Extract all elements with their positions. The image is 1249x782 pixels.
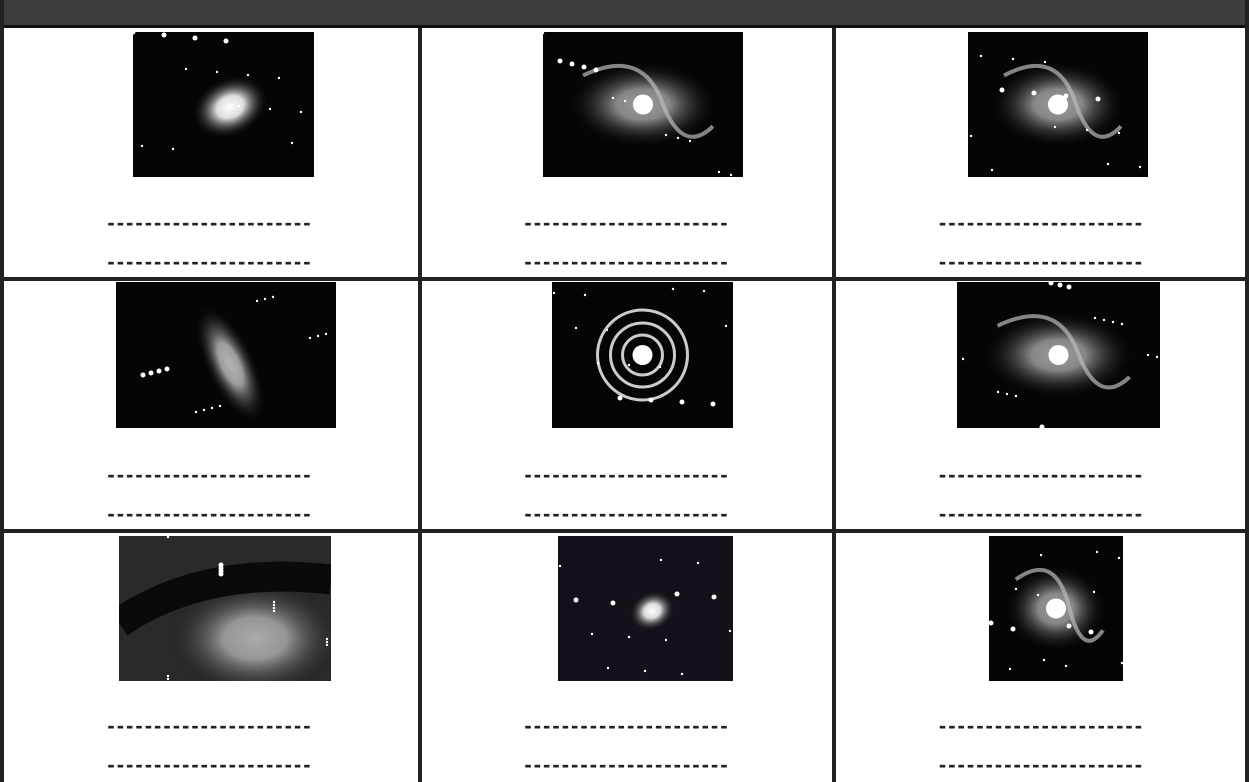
- answer-line: ----------------------: [938, 752, 1145, 777]
- answer-line: ----------------------: [107, 210, 313, 235]
- galaxy-image: [957, 282, 1160, 428]
- answer-line: ----------------------: [938, 501, 1145, 526]
- galaxy-image: [133, 32, 314, 177]
- answer-line: ----------------------: [524, 462, 730, 487]
- galaxy-cell: ---------------------- ------------------…: [0, 279, 420, 531]
- answer-line: ----------------------: [107, 249, 313, 274]
- galaxy-cell: ---------------------- ------------------…: [834, 29, 1249, 279]
- answer-line: ----------------------: [107, 501, 313, 526]
- galaxy-image: [552, 282, 733, 428]
- answer-line: ----------------------: [107, 752, 313, 777]
- galaxy-image: [543, 32, 743, 177]
- galaxy-image: [116, 282, 336, 428]
- galaxy-image: [968, 32, 1148, 177]
- answer-line: ----------------------: [524, 713, 730, 738]
- column-border: [832, 28, 836, 782]
- answer-line: ----------------------: [107, 462, 313, 487]
- header-bar: [0, 0, 1249, 28]
- row-border: [0, 529, 1249, 533]
- row-border: [0, 277, 1249, 281]
- answer-line: ----------------------: [938, 210, 1145, 235]
- galaxy-cell: ---------------------- ------------------…: [834, 279, 1249, 531]
- galaxy-image: [119, 536, 331, 681]
- galaxy-cell: ---------------------- ------------------…: [0, 531, 420, 782]
- answer-line: ----------------------: [524, 210, 730, 235]
- outer-border: [0, 0, 4, 782]
- answer-line: ----------------------: [107, 713, 313, 738]
- galaxy-image: [989, 536, 1123, 681]
- galaxy-cell: ---------------------- ------------------…: [420, 531, 834, 782]
- galaxy-cell: ---------------------- ------------------…: [834, 531, 1249, 782]
- answer-line: ----------------------: [524, 249, 730, 274]
- outer-border: [1245, 0, 1249, 782]
- galaxy-cell: ---------------------- ------------------…: [420, 29, 834, 279]
- galaxy-cell: ---------------------- ------------------…: [0, 29, 420, 279]
- answer-line: ----------------------: [938, 713, 1145, 738]
- column-border: [418, 28, 422, 782]
- answer-line: ----------------------: [938, 249, 1145, 274]
- answer-line: ----------------------: [938, 462, 1145, 487]
- galaxy-cell: ---------------------- ------------------…: [420, 279, 834, 531]
- answer-line: ----------------------: [524, 501, 730, 526]
- galaxy-image: [558, 536, 733, 681]
- answer-line: ----------------------: [524, 752, 730, 777]
